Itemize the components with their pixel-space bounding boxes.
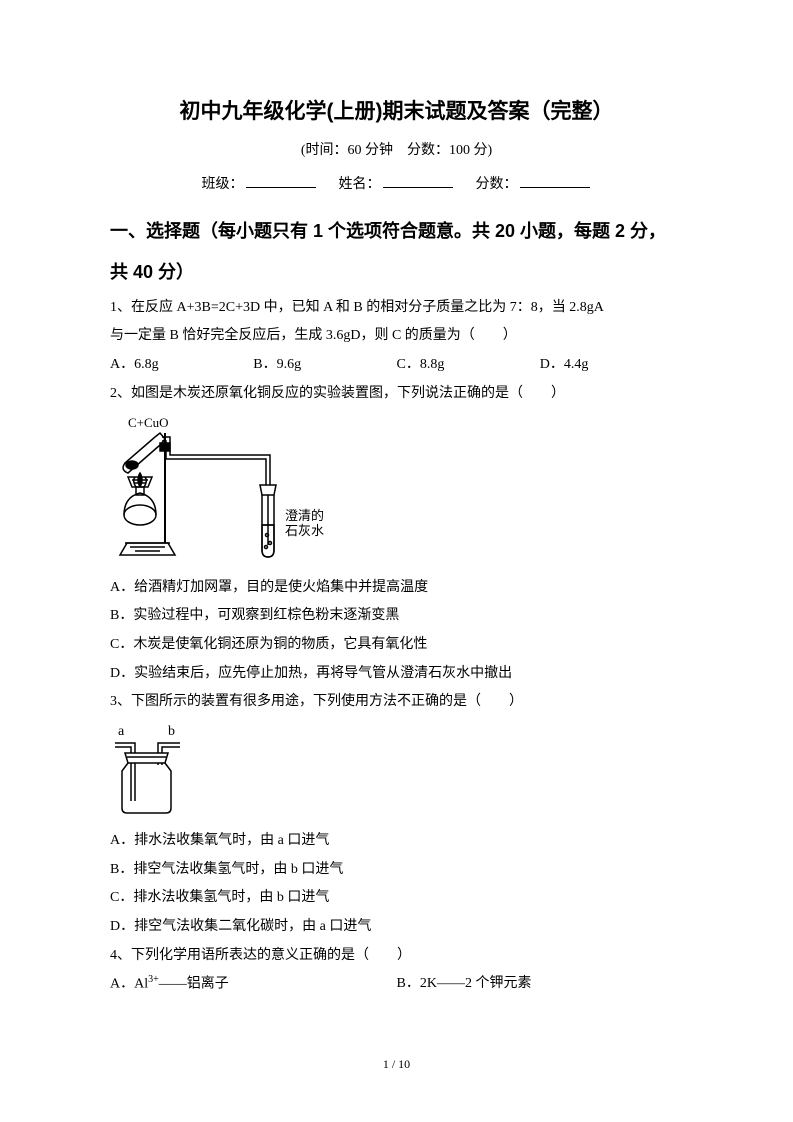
q1-optA: A．6.8g bbox=[110, 351, 253, 380]
q2-optC: C．木炭是使氧化铜还原为铜的物质，它具有氧化性 bbox=[110, 631, 683, 660]
q4-optB: B．2K——2 个钾元素 bbox=[397, 970, 684, 999]
q3-diagram: a b bbox=[110, 723, 683, 823]
q2-optD: D．实验结束后，应先停止加热，再将导气管从澄清石灰水中撤出 bbox=[110, 660, 683, 689]
q3-optB: B．排空气法收集氢气时，由 b 口进气 bbox=[110, 856, 683, 885]
q4-stem: 4、下列化学用语所表达的意义正确的是（ ） bbox=[110, 942, 683, 971]
q4-optA-sup: 3+ bbox=[148, 974, 159, 985]
q4-options: A．Al3+——铝离子 B．2K——2 个钾元素 bbox=[110, 970, 683, 999]
score-blank bbox=[520, 174, 590, 188]
name-label: 姓名： bbox=[339, 177, 381, 192]
q3-label-b: b bbox=[168, 724, 175, 739]
page-content: 初中九年级化学(上册)期末试题及答案（完整） (时间：60 分钟 分数：100 … bbox=[0, 0, 793, 1040]
q2-stem: 2、如图是木炭还原氧化铜反应的实验装置图，下列说法正确的是（ ） bbox=[110, 380, 683, 409]
score-label: 分数： bbox=[476, 177, 518, 192]
q1-stem-line1: 1、在反应 A+3B=2C+3D 中，已知 A 和 B 的相对分子质量之比为 7… bbox=[110, 294, 683, 323]
q2-optA: A．给酒精灯加网罩，目的是使火焰集中并提高温度 bbox=[110, 574, 683, 603]
q2-label2: 澄清的 bbox=[285, 508, 324, 523]
apparatus-diagram-icon: C+CuO bbox=[110, 415, 370, 565]
gas-bottle-icon: a b bbox=[110, 723, 220, 818]
q4-optA: A．Al3+——铝离子 bbox=[110, 970, 397, 999]
doc-title: 初中九年级化学(上册)期末试题及答案（完整） bbox=[110, 95, 683, 125]
doc-subtitle: (时间：60 分钟 分数：100 分) bbox=[110, 139, 683, 159]
q1-optD: D．4.4g bbox=[540, 351, 683, 380]
name-blank bbox=[383, 174, 453, 188]
q4-optA-post: ——铝离子 bbox=[159, 977, 229, 992]
class-blank bbox=[246, 174, 316, 188]
q1-options: A．6.8g B．9.6g C．8.8g D．4.4g bbox=[110, 351, 683, 380]
q2-optB: B．实验过程中，可观察到红棕色粉末逐渐变黑 bbox=[110, 602, 683, 631]
q1-optC: C．8.8g bbox=[397, 351, 540, 380]
q3-label-a: a bbox=[118, 724, 125, 739]
info-line: 班级： 姓名： 分数： bbox=[110, 173, 683, 193]
q4-optA-pre: A．Al bbox=[110, 977, 148, 992]
q2-diagram: C+CuO bbox=[110, 415, 683, 570]
q2-label-ccuо: C+CuO bbox=[128, 415, 169, 430]
section-1-heading: 一、选择题（每小题只有 1 个选项符合题意。共 20 小题，每题 2 分，共 4… bbox=[110, 211, 683, 294]
q3-optC: C．排水法收集氢气时，由 b 口进气 bbox=[110, 884, 683, 913]
q3-optD: D．排空气法收集二氧化碳时，由 a 口进气 bbox=[110, 913, 683, 942]
page-number: 1 / 10 bbox=[0, 1057, 793, 1072]
q1-stem-line2: 与一定量 B 恰好完全反应后，生成 3.6gD，则 C 的质量为（ ） bbox=[110, 322, 683, 351]
q1-optB: B．9.6g bbox=[253, 351, 396, 380]
q3-stem: 3、下图所示的装置有很多用途，下列使用方法不正确的是（ ） bbox=[110, 688, 683, 717]
q3-optA: A．排水法收集氧气时，由 a 口进气 bbox=[110, 827, 683, 856]
class-label: 班级： bbox=[202, 177, 244, 192]
q2-label3: 石灰水 bbox=[285, 523, 324, 538]
